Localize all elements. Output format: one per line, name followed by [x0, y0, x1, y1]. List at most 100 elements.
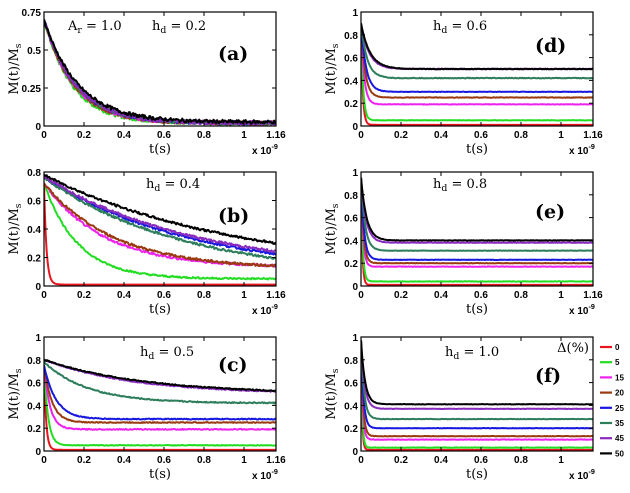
series-line-0: [361, 23, 593, 126]
series-line-5: [361, 340, 593, 449]
x-tick-label: 1: [241, 455, 247, 466]
y-tick-label: 0.8: [27, 168, 41, 179]
chart-panel-b: 0 0.2 0.4 0.6 0.8 1 1.16 0 0.2 0.4 0.6 0.8 t(s) M(t)/…: [7, 168, 286, 317]
panel-letter: (b): [218, 205, 249, 227]
x-tick-label: 1: [241, 290, 247, 301]
y-tick-label: 0.25: [22, 84, 42, 95]
x-tick-label: 0.4: [117, 130, 131, 141]
x-tick-label: 0.6: [474, 455, 488, 466]
legend-label: 25: [615, 404, 624, 413]
y-axis-label: M(t)/Ms: [324, 368, 341, 419]
x-tick-label: 0: [358, 130, 364, 141]
x-multiplier-label: x 10-9: [569, 467, 595, 482]
y-tick-label: 0.8: [27, 356, 41, 367]
x-tick-label: 0: [358, 455, 364, 466]
series-line-15: [361, 177, 593, 268]
x-axis-label: t(s): [149, 142, 171, 157]
y-tick-label: 0.4: [344, 236, 358, 247]
axes-frame: [360, 336, 594, 452]
legend-label: 15: [615, 373, 624, 382]
x-tick-label: 0.2: [77, 455, 91, 466]
series-line-25: [361, 177, 593, 261]
x-multiplier-label: x 10-9: [569, 142, 595, 157]
x-multiplier-label: x 10-9: [252, 142, 278, 157]
x-tick-label: 0: [358, 290, 364, 301]
axes-frame: [360, 11, 594, 127]
y-tick-label: 0.2: [344, 259, 358, 270]
y-axis-label: M(t)/Ms: [324, 203, 341, 254]
x-axis-label: t(s): [149, 302, 171, 317]
legend: Δ(%) 0 5 15 20 25 35 45 50: [557, 341, 624, 458]
panel-letter: (f): [535, 365, 561, 387]
y-tick-label: 0.4: [27, 225, 41, 236]
series-line-20: [44, 182, 276, 268]
x-tick-label: 0.4: [434, 130, 448, 141]
y-tick-label: 0: [352, 282, 358, 293]
x-tick-label: 0.8: [197, 290, 211, 301]
y-tick-label: 1: [352, 8, 358, 19]
x-tick-label: 1: [241, 130, 247, 141]
series-line-50: [44, 173, 276, 245]
x-tick-label: 0.4: [434, 290, 448, 301]
annotation: hd = 1.0: [445, 345, 499, 362]
series-line-5: [361, 177, 593, 283]
x-tick-label: 0: [41, 455, 47, 466]
x-tick-label: 0.2: [77, 290, 91, 301]
series-line-35: [361, 340, 593, 421]
y-tick-label: 0.6: [27, 197, 41, 208]
panel-letter: (a): [218, 43, 248, 65]
x-tick-label: 0.4: [117, 290, 131, 301]
y-tick-label: 0.2: [27, 254, 41, 265]
x-tick-label: 0.4: [117, 455, 131, 466]
y-tick-label: 0.4: [344, 76, 358, 87]
series-line-35: [361, 177, 593, 252]
axes-frame: [360, 171, 594, 287]
annotation: hd = 0.8: [433, 177, 487, 194]
x-tick-label: 0.6: [157, 290, 171, 301]
legend-label: 45: [615, 434, 624, 443]
series-line-20: [361, 23, 593, 99]
series-line-35: [44, 176, 276, 260]
y-tick-label: 0.6: [344, 54, 358, 65]
legend-label: 50: [615, 449, 624, 458]
series-line-20: [44, 365, 276, 424]
series-line-50: [44, 358, 276, 392]
y-tick-label: 0.6: [344, 214, 358, 225]
series-line-50: [44, 19, 276, 125]
y-tick-label: 0.2: [27, 424, 41, 435]
chart-panel-e: 0 0.2 0.4 0.6 0.8 1 1.16 0 0.2 0.4 0.6 0.8 1 t(s) M(t)…: [324, 168, 603, 317]
x-tick-label: 1: [558, 290, 564, 301]
series-line-45: [361, 340, 593, 410]
legend-label: 20: [615, 389, 624, 398]
y-tick-label: 0.75: [22, 8, 42, 19]
x-tick-label: 0.2: [394, 290, 408, 301]
x-axis-label: t(s): [149, 467, 171, 482]
legend-label: 5: [615, 358, 620, 367]
x-tick-label: 0.8: [514, 290, 528, 301]
x-tick-label: 0.2: [77, 130, 91, 141]
y-axis-label: M(t)/Ms: [7, 368, 24, 419]
annotation: hd = 0.5: [140, 345, 194, 362]
annotation: hd = 0.4: [146, 177, 200, 194]
y-tick-label: 0.5: [27, 46, 41, 57]
series-line-35: [44, 361, 276, 405]
series-line-45: [44, 175, 276, 254]
x-tick-label: 0.2: [394, 130, 408, 141]
y-tick-label: 0.6: [27, 379, 41, 390]
x-tick-label: 0.6: [474, 130, 488, 141]
y-tick-label: 0: [35, 447, 41, 458]
x-axis-label: t(s): [466, 142, 488, 157]
series-line-15: [44, 365, 276, 431]
legend-title: Δ(%): [557, 341, 589, 356]
axes-frame: [43, 11, 277, 127]
x-axis-label: t(s): [466, 467, 488, 482]
series-line-0: [44, 365, 276, 451]
x-multiplier-label: x 10-9: [252, 467, 278, 482]
series-line-5: [44, 365, 276, 447]
y-tick-label: 0: [352, 122, 358, 133]
y-tick-label: 0.2: [344, 424, 358, 435]
panel-letter: (d): [535, 35, 566, 57]
y-tick-label: 0.2: [344, 99, 358, 110]
x-tick-label: 0.4: [434, 455, 448, 466]
series-line-25: [44, 365, 276, 421]
